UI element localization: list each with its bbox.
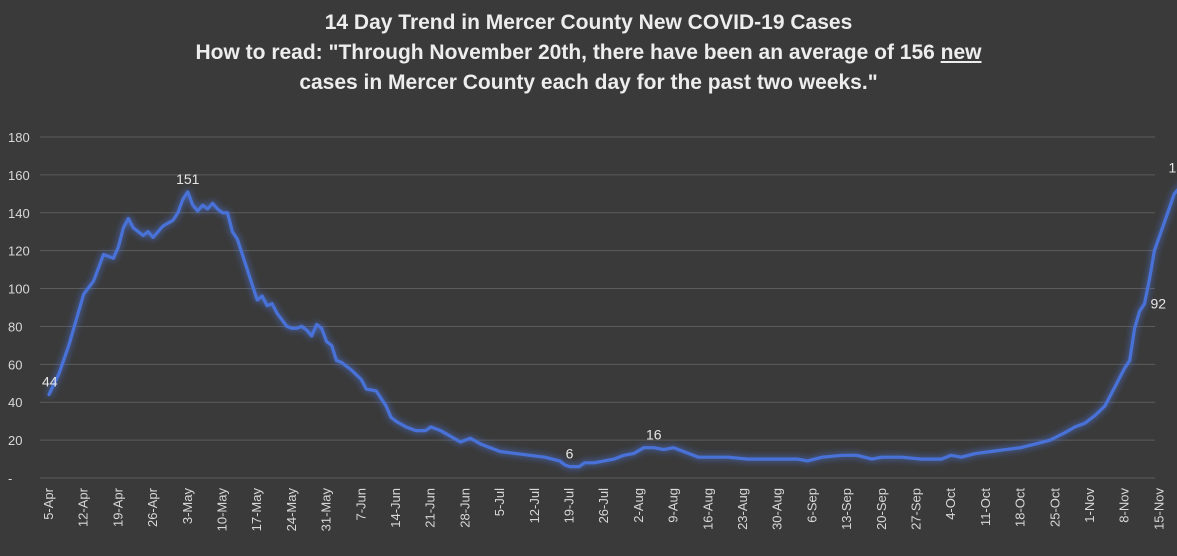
y-tick-label: 20 (8, 433, 22, 448)
y-tick-label: 80 (8, 319, 22, 334)
x-tick-label: 28-Jun (457, 488, 472, 528)
x-tick-label: 3-May (180, 488, 195, 525)
y-tick-label: - (8, 471, 12, 486)
y-tick-label: 60 (8, 357, 22, 372)
x-tick-label: 4-Oct (943, 488, 958, 520)
x-tick-label: 6-Sep (804, 488, 819, 523)
x-tick-label: 8-Nov (1117, 488, 1132, 523)
x-tick-label: 5-Apr (41, 487, 56, 519)
data-label: 6 (566, 446, 574, 462)
title-line-1: 14 Day Trend in Mercer County New COVID-… (324, 11, 853, 34)
y-tick-label: 120 (8, 244, 30, 259)
x-tick-label: 16-Aug (700, 488, 715, 530)
data-labels: 44 151 6 16 92 156 (42, 159, 1177, 461)
title-line-2-text: How to read: "Through November 20th, the… (195, 41, 941, 64)
data-label: 44 (42, 374, 58, 390)
x-tick-label: 1-Nov (1082, 488, 1097, 523)
x-tick-label: 26-Jul (596, 488, 611, 524)
x-tick-label: 17-May (249, 488, 264, 532)
data-label: 16 (646, 427, 662, 443)
y-axis-ticks: - 20 40 60 80 100 120 140 160 180 (8, 130, 30, 486)
x-tick-label: 27-Sep (909, 488, 924, 530)
title-emphasis-new: new (940, 41, 982, 64)
x-tick-label: 5-Jul (492, 488, 507, 516)
x-tick-label: 31-May (319, 488, 334, 532)
gridlines (40, 136, 1155, 479)
x-tick-label: 2-Aug (631, 488, 646, 523)
title-line-3: cases in Mercer County each day for the … (299, 71, 878, 94)
y-tick-label: 180 (8, 130, 30, 145)
series-layer (47, 188, 1177, 469)
x-tick-label: 15-Nov (1151, 488, 1166, 530)
x-tick-label: 19-Jul (562, 488, 577, 524)
y-tick-label: 140 (8, 206, 30, 221)
data-label: 92 (1151, 296, 1167, 312)
x-tick-label: 10-May (215, 488, 230, 532)
x-tick-label: 12-Jul (527, 488, 542, 524)
chart-title: 14 Day Trend in Mercer County New COVID-… (0, 8, 1177, 98)
data-label: 151 (176, 171, 200, 187)
x-tick-label: 11-Oct (978, 488, 993, 526)
x-tick-label: 24-May (284, 488, 299, 532)
x-tick-label: 12-Apr (76, 487, 91, 527)
x-tick-label: 23-Aug (735, 488, 750, 530)
x-tick-label: 20-Sep (874, 488, 889, 530)
data-label: 156 (1169, 159, 1177, 175)
y-tick-label: 100 (8, 282, 30, 297)
x-tick-label: 21-Jun (423, 488, 438, 528)
x-tick-label: 7-Jun (353, 488, 368, 521)
x-tick-label: 19-Apr (110, 487, 125, 527)
x-tick-label: 14-Jun (388, 488, 403, 528)
x-tick-label: 25-Oct (1047, 488, 1062, 527)
x-tick-label: 9-Aug (666, 488, 681, 523)
series-line (47, 188, 1177, 469)
x-tick-label: 30-Aug (770, 488, 785, 530)
y-tick-label: 40 (8, 395, 22, 410)
y-tick-label: 160 (8, 168, 30, 183)
x-tick-label: 26-Apr (145, 487, 160, 527)
x-axis-ticks: 5-Apr 12-Apr 19-Apr 26-Apr 3-May 10-May 17-May… (41, 487, 1166, 531)
title-line-2: How to read: "Through November 20th, the… (0, 38, 1177, 68)
x-tick-label: 18-Oct (1013, 488, 1028, 527)
x-tick-label: 13-Sep (839, 488, 854, 530)
